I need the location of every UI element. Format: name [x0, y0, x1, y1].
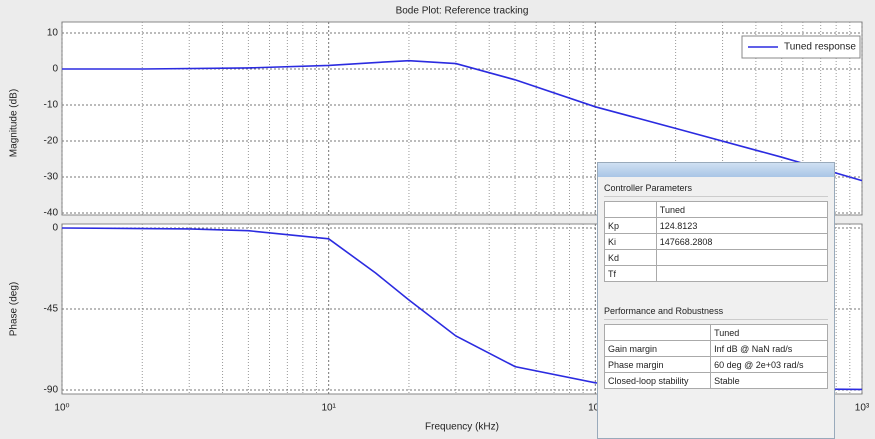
y-tick-label: -20 — [44, 136, 59, 147]
table-cell: Stable — [711, 373, 828, 389]
table-cell: Phase margin — [605, 357, 711, 373]
y-tick-label: 10 — [47, 28, 59, 39]
table-cell: 124.8123 — [656, 218, 827, 234]
y-tick-label: -90 — [44, 385, 59, 396]
table-cell: Kd — [605, 250, 657, 266]
x-tick-label: 10⁰ — [54, 403, 69, 414]
y-tick-label: -10 — [44, 100, 59, 111]
y-tick-label: 0 — [52, 223, 58, 234]
table-cell: Closed-loop stability — [605, 373, 711, 389]
table-cell: Inf dB @ NaN rad/s — [711, 341, 828, 357]
y-axis-label: Phase (deg) — [9, 282, 20, 336]
y-axis-label: Magnitude (dB) — [9, 89, 20, 157]
table-cell: 60 deg @ 2e+03 rad/s — [711, 357, 828, 373]
col-header: Tuned — [656, 202, 827, 218]
table-cell: Ki — [605, 234, 657, 250]
section-title: Controller Parameters — [604, 183, 828, 197]
table-cell — [656, 250, 827, 266]
col-header: Tuned — [711, 325, 828, 341]
y-tick-label: 0 — [52, 64, 58, 75]
y-tick-label: -45 — [44, 304, 59, 315]
y-tick-label: -30 — [44, 172, 59, 183]
y-tick-label: -40 — [44, 208, 59, 219]
table-cell: Gain margin — [605, 341, 711, 357]
legend-label: Tuned response — [784, 42, 856, 53]
table-cell — [656, 266, 827, 282]
chart-title: Bode Plot: Reference tracking — [396, 6, 529, 17]
x-tick-label: 10¹ — [321, 403, 336, 414]
x-tick-label: 10³ — [855, 403, 870, 414]
title-bar[interactable] — [598, 163, 834, 177]
table-cell: 147668.2808 — [656, 234, 827, 250]
page: {"chart_data": [ {"type": "line", "title… — [0, 0, 875, 439]
table-cell: Tf — [605, 266, 657, 282]
x-axis-label: Frequency (kHz) — [425, 422, 499, 433]
section-title: Performance and Robustness — [604, 306, 828, 320]
table-cell: Kp — [605, 218, 657, 234]
